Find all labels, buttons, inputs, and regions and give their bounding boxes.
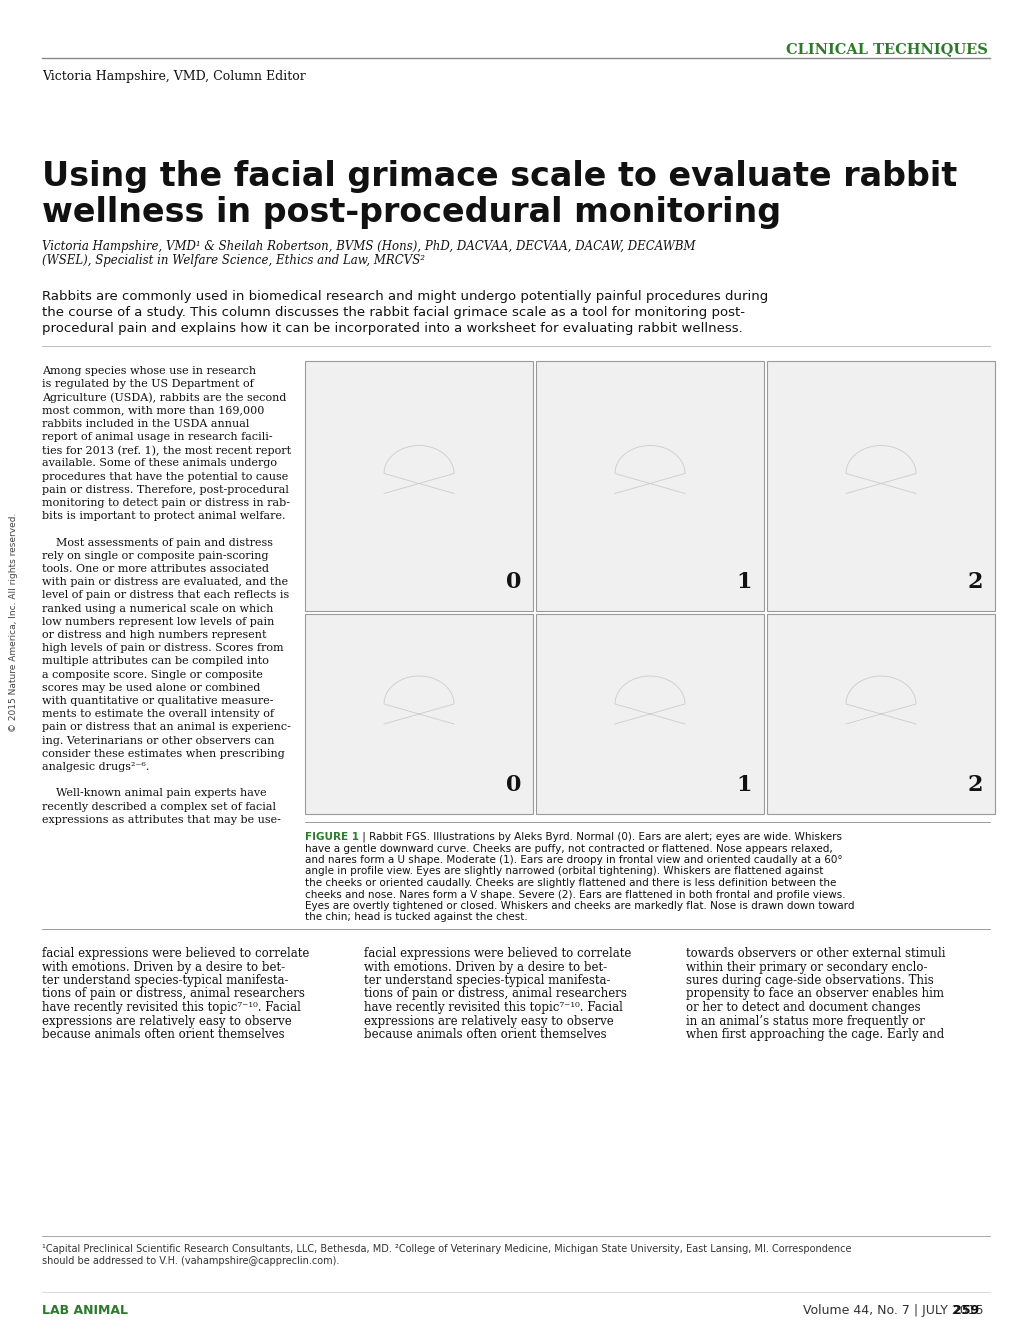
Text: FIGURE 1: FIGURE 1 — [305, 832, 359, 841]
Text: level of pain or distress that each reflects is: level of pain or distress that each refl… — [42, 590, 289, 601]
Text: rely on single or composite pain-scoring: rely on single or composite pain-scoring — [42, 551, 268, 560]
Text: or her to detect and document changes: or her to detect and document changes — [686, 1001, 920, 1013]
Text: 2: 2 — [967, 774, 982, 796]
Text: and nares form a U shape. Moderate (1). Ears are droopy in frontal view and orie: and nares form a U shape. Moderate (1). … — [305, 855, 842, 866]
Bar — [535, 362, 763, 612]
Text: Most assessments of pain and distress: Most assessments of pain and distress — [42, 538, 273, 547]
Text: cheeks and nose. Nares form a V shape. Severe (2). Ears are flattened in both fr: cheeks and nose. Nares form a V shape. S… — [305, 890, 845, 899]
Text: monitoring to detect pain or distress in rab-: monitoring to detect pain or distress in… — [42, 499, 289, 508]
Text: expressions as attributes that may be use-: expressions as attributes that may be us… — [42, 814, 280, 825]
Text: propensity to face an observer enables him: propensity to face an observer enables h… — [686, 988, 943, 1000]
Text: ¹Capital Preclinical Scientific Research Consultants, LLC, Bethesda, MD. ²Colleg: ¹Capital Preclinical Scientific Research… — [42, 1245, 851, 1254]
Text: wellness in post-procedural monitoring: wellness in post-procedural monitoring — [42, 196, 781, 228]
Text: procedures that have the potential to cause: procedures that have the potential to ca… — [42, 472, 288, 481]
Bar — [305, 362, 533, 612]
Text: Using the facial grimace scale to evaluate rabbit: Using the facial grimace scale to evalua… — [42, 160, 956, 194]
Text: towards observers or other external stimuli: towards observers or other external stim… — [686, 948, 945, 960]
Bar — [766, 614, 994, 814]
Text: multiple attributes can be compiled into: multiple attributes can be compiled into — [42, 656, 269, 667]
Text: Agriculture (USDA), rabbits are the second: Agriculture (USDA), rabbits are the seco… — [42, 392, 286, 403]
Text: the cheeks or oriented caudally. Cheeks are slightly flattened and there is less: the cheeks or oriented caudally. Cheeks … — [305, 878, 836, 888]
Text: 259: 259 — [952, 1304, 987, 1317]
Text: tools. One or more attributes associated: tools. One or more attributes associated — [42, 564, 269, 574]
Text: recently described a complex set of facial: recently described a complex set of faci… — [42, 801, 276, 812]
Text: Volume 44, No. 7 | JULY 2015: Volume 44, No. 7 | JULY 2015 — [803, 1304, 987, 1317]
Text: facial expressions were believed to correlate: facial expressions were believed to corr… — [42, 948, 309, 960]
Text: the chin; head is tucked against the chest.: the chin; head is tucked against the che… — [305, 913, 527, 922]
Text: have recently revisited this topic⁷⁻¹⁰. Facial: have recently revisited this topic⁷⁻¹⁰. … — [42, 1001, 301, 1013]
Text: pain or distress. Therefore, post-procedural: pain or distress. Therefore, post-proced… — [42, 485, 288, 495]
Text: 2: 2 — [967, 571, 982, 593]
Text: with pain or distress are evaluated, and the: with pain or distress are evaluated, and… — [42, 577, 287, 587]
Text: ter understand species-typical manifesta-: ter understand species-typical manifesta… — [364, 974, 610, 986]
Text: have a gentle downward curve. Cheeks are puffy, not contracted or flattened. Nos: have a gentle downward curve. Cheeks are… — [305, 844, 832, 853]
Text: analgesic drugs²⁻⁶.: analgesic drugs²⁻⁶. — [42, 762, 149, 771]
Text: the course of a study. This column discusses the rabbit facial grimace scale as : the course of a study. This column discu… — [42, 306, 744, 319]
Text: because animals often orient themselves: because animals often orient themselves — [364, 1028, 606, 1042]
Text: is regulated by the US Department of: is regulated by the US Department of — [42, 379, 254, 390]
Text: sures during cage-side observations. This: sures during cage-side observations. Thi… — [686, 974, 932, 986]
Text: procedural pain and explains how it can be incorporated into a worksheet for eva: procedural pain and explains how it can … — [42, 323, 742, 335]
Text: © 2015 Nature America, Inc. All rights reserved.: © 2015 Nature America, Inc. All rights r… — [9, 512, 18, 731]
Text: ments to estimate the overall intensity of: ments to estimate the overall intensity … — [42, 710, 274, 719]
Text: ter understand species-typical manifesta-: ter understand species-typical manifesta… — [42, 974, 288, 986]
Text: rabbits included in the USDA annual: rabbits included in the USDA annual — [42, 419, 249, 429]
Text: 1: 1 — [736, 774, 751, 796]
Text: CLINICAL TECHNIQUES: CLINICAL TECHNIQUES — [786, 42, 987, 56]
Text: 0: 0 — [505, 774, 521, 796]
Text: ranked using a numerical scale on which: ranked using a numerical scale on which — [42, 603, 273, 614]
Text: within their primary or secondary enclo-: within their primary or secondary enclo- — [686, 961, 926, 973]
Text: Rabbits are commonly used in biomedical research and might undergo potentially p: Rabbits are commonly used in biomedical … — [42, 290, 767, 302]
Text: high levels of pain or distress. Scores from: high levels of pain or distress. Scores … — [42, 644, 283, 653]
Bar — [766, 362, 994, 612]
Text: have recently revisited this topic⁷⁻¹⁰. Facial: have recently revisited this topic⁷⁻¹⁰. … — [364, 1001, 623, 1013]
Text: Victoria Hampshire, VMD¹ & Sheilah Robertson, BVMS (Hons), PhD, DACVAA, DECVAA, : Victoria Hampshire, VMD¹ & Sheilah Rober… — [42, 241, 695, 253]
Text: because animals often orient themselves: because animals often orient themselves — [42, 1028, 284, 1042]
Text: 0: 0 — [505, 571, 521, 593]
Text: tions of pain or distress, animal researchers: tions of pain or distress, animal resear… — [42, 988, 305, 1000]
Bar — [535, 614, 763, 814]
Text: angle in profile view. Eyes are slightly narrowed (orbital tightening). Whiskers: angle in profile view. Eyes are slightly… — [305, 867, 822, 876]
Text: bits is important to protect animal welfare.: bits is important to protect animal welf… — [42, 511, 285, 521]
Text: when first approaching the cage. Early and: when first approaching the cage. Early a… — [686, 1028, 944, 1042]
Text: with quantitative or qualitative measure-: with quantitative or qualitative measure… — [42, 696, 273, 706]
Text: LAB ANIMAL: LAB ANIMAL — [42, 1304, 127, 1317]
Text: (WSEL), Specialist in Welfare Science, Ethics and Law, MRCVS²: (WSEL), Specialist in Welfare Science, E… — [42, 254, 425, 267]
Text: Eyes are overtly tightened or closed. Whiskers and cheeks are markedly flat. Nos: Eyes are overtly tightened or closed. Wh… — [305, 900, 854, 911]
Text: 1: 1 — [736, 571, 751, 593]
Text: should be addressed to V.H. (vahampshire@cappreclin.com).: should be addressed to V.H. (vahampshire… — [42, 1257, 339, 1266]
Text: with emotions. Driven by a desire to bet-: with emotions. Driven by a desire to bet… — [42, 961, 285, 973]
Text: tions of pain or distress, animal researchers: tions of pain or distress, animal resear… — [364, 988, 627, 1000]
Text: Victoria Hampshire, VMD, Column Editor: Victoria Hampshire, VMD, Column Editor — [42, 70, 306, 83]
Text: pain or distress that an animal is experienc-: pain or distress that an animal is exper… — [42, 723, 290, 732]
Bar — [305, 614, 533, 814]
Text: most common, with more than 169,000: most common, with more than 169,000 — [42, 406, 264, 415]
Text: | Rabbit FGS. Illustrations by Aleks Byrd. Normal (0). Ears are alert; eyes are : | Rabbit FGS. Illustrations by Aleks Byr… — [359, 832, 841, 843]
Text: facial expressions were believed to correlate: facial expressions were believed to corr… — [364, 948, 631, 960]
Text: ing. Veterinarians or other observers can: ing. Veterinarians or other observers ca… — [42, 735, 274, 746]
Text: ties for 2013 (ref. 1), the most recent report: ties for 2013 (ref. 1), the most recent … — [42, 445, 290, 456]
Text: a composite score. Single or composite: a composite score. Single or composite — [42, 669, 263, 680]
Text: consider these estimates when prescribing: consider these estimates when prescribin… — [42, 749, 284, 759]
Text: scores may be used alone or combined: scores may be used alone or combined — [42, 683, 260, 692]
Text: with emotions. Driven by a desire to bet-: with emotions. Driven by a desire to bet… — [364, 961, 606, 973]
Text: available. Some of these animals undergo: available. Some of these animals undergo — [42, 458, 277, 469]
Text: Among species whose use in research: Among species whose use in research — [42, 366, 256, 376]
Text: expressions are relatively easy to observe: expressions are relatively easy to obser… — [42, 1015, 291, 1028]
Text: expressions are relatively easy to observe: expressions are relatively easy to obser… — [364, 1015, 613, 1028]
Text: Well-known animal pain experts have: Well-known animal pain experts have — [42, 789, 266, 798]
Text: or distress and high numbers represent: or distress and high numbers represent — [42, 630, 266, 640]
Text: report of animal usage in research facili-: report of animal usage in research facil… — [42, 431, 272, 442]
Text: in an animal’s status more frequently or: in an animal’s status more frequently or — [686, 1015, 924, 1028]
Text: low numbers represent low levels of pain: low numbers represent low levels of pain — [42, 617, 274, 626]
